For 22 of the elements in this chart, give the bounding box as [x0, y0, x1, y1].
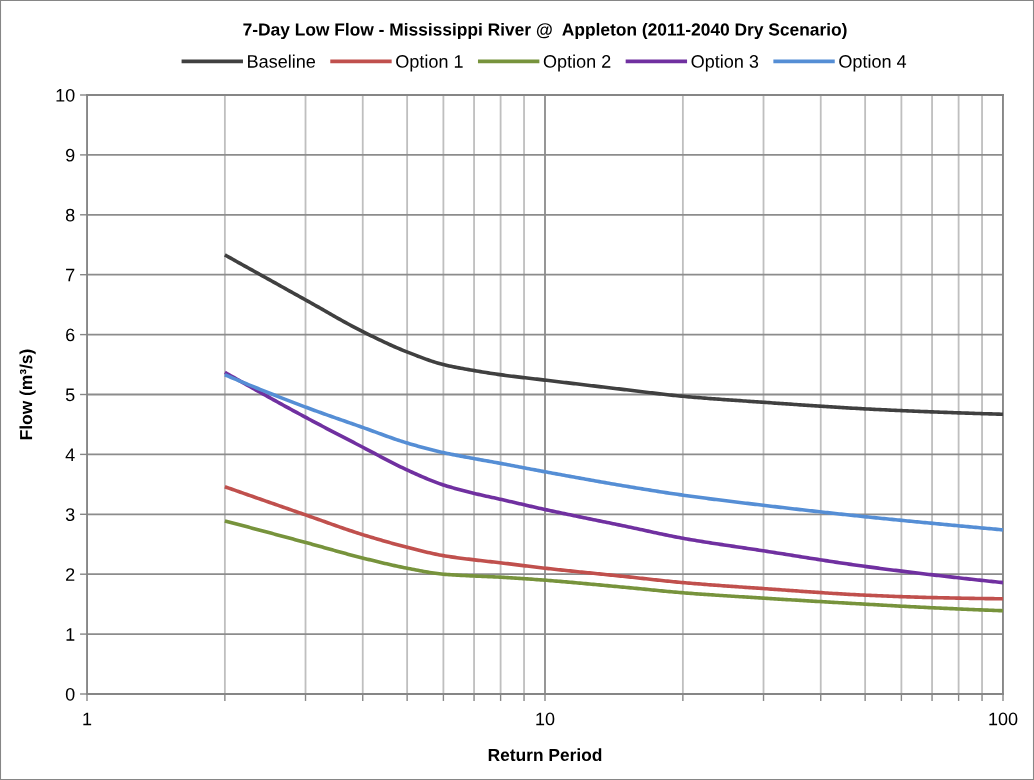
y-tick-label: 9: [66, 148, 75, 162]
chart-title: 7-Day Low Flow - Mississippi River @ Appleton (2011-2040 Dry Scenario): [243, 22, 847, 40]
x-tick-label: 100: [989, 712, 1018, 726]
y-tick-label: 7: [66, 268, 75, 282]
legend-label: Baseline: [248, 54, 316, 68]
legend-label: Option 4: [839, 54, 907, 72]
y-tick-label: 10: [56, 88, 75, 102]
y-axis-title: Flow (m³/s): [19, 349, 36, 440]
legend-label: Option 1: [396, 54, 463, 72]
y-tick-label: 5: [65, 388, 75, 402]
y-tick-label: 3: [65, 508, 75, 522]
legend-label: Option 2: [543, 54, 611, 72]
y-tick-label: 2: [66, 568, 75, 581]
y-tick-label: 0: [65, 687, 75, 701]
y-tick-label: 6: [66, 328, 75, 342]
x-axis-title: Return Period: [488, 748, 602, 762]
x-tick-label: 1: [83, 712, 92, 726]
x-tick-label: 10: [536, 712, 555, 726]
y-tick-label: 1: [66, 628, 75, 641]
y-tick-label: 8: [65, 208, 75, 222]
legend-label: Option 3: [691, 54, 759, 72]
y-tick-label: 4: [65, 448, 75, 461]
